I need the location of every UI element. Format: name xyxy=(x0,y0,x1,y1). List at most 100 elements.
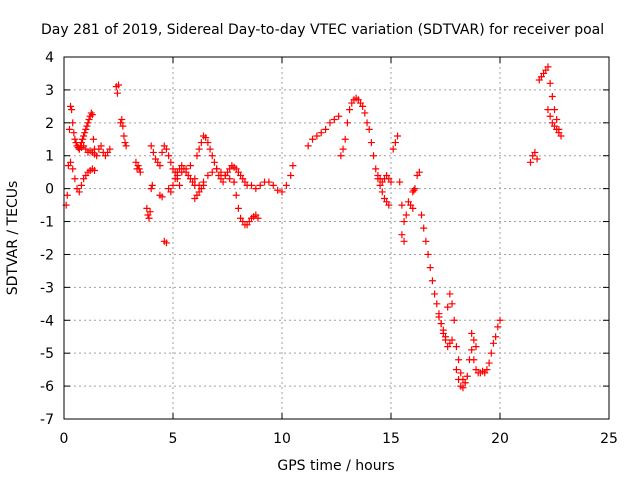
data-point xyxy=(274,186,282,194)
data-point xyxy=(420,224,428,232)
data-point xyxy=(452,366,460,374)
data-point xyxy=(483,366,491,374)
data-point xyxy=(120,132,128,140)
data-point xyxy=(424,250,432,258)
data-point xyxy=(391,139,399,147)
y-tick-label: 4 xyxy=(45,50,54,66)
data-point xyxy=(398,231,406,239)
data-point xyxy=(167,158,175,166)
data-point xyxy=(219,178,227,186)
data-point xyxy=(70,129,78,137)
axis-ticks xyxy=(63,56,610,420)
data-point xyxy=(496,316,504,324)
data-point xyxy=(372,165,380,173)
data-point xyxy=(468,329,476,337)
data-point xyxy=(88,111,96,119)
data-point xyxy=(256,181,264,189)
data-point xyxy=(409,188,417,196)
data-point xyxy=(148,181,156,189)
data-point xyxy=(326,119,334,127)
data-point xyxy=(489,339,497,347)
data-point xyxy=(546,112,554,120)
data-point xyxy=(409,204,417,212)
data-point xyxy=(67,158,75,166)
data-point xyxy=(551,106,558,114)
plot-frame xyxy=(63,56,610,420)
data-point xyxy=(232,191,240,199)
data-point xyxy=(533,155,541,163)
data-point xyxy=(487,349,495,357)
data-point xyxy=(84,119,92,127)
y-tick-label: 3 xyxy=(45,83,54,99)
y-tick-label: -6 xyxy=(40,379,54,395)
data-point xyxy=(418,211,426,219)
data-point xyxy=(136,168,144,176)
data-point xyxy=(93,152,101,160)
data-point xyxy=(230,178,238,186)
data-point xyxy=(309,135,317,143)
data-point xyxy=(206,145,214,153)
data-point xyxy=(167,188,175,196)
data-point xyxy=(122,142,130,150)
y-tick-label: 2 xyxy=(45,116,54,132)
data-point xyxy=(208,168,216,176)
data-point xyxy=(400,237,408,245)
data-point xyxy=(363,119,371,127)
data-point xyxy=(149,148,157,156)
data-point xyxy=(317,129,325,137)
chart-title: Day 281 of 2019, Sidereal Day-to-day VTE… xyxy=(41,22,604,38)
x-tick-label: 0 xyxy=(60,431,69,447)
data-point xyxy=(470,356,478,364)
data-point xyxy=(200,181,208,189)
data-point xyxy=(455,356,463,364)
data-point xyxy=(450,316,458,324)
y-tick-label: 1 xyxy=(45,149,54,165)
data-point xyxy=(527,158,535,166)
data-point xyxy=(370,152,378,160)
tick-labels: 0 5 10 15 20 25 -7 -6 -5 -4 -3 -2 -1 0 1 2 3 4 xyxy=(40,50,618,447)
data-point xyxy=(553,116,561,124)
data-point xyxy=(555,129,563,137)
data-point xyxy=(415,168,423,176)
data-point xyxy=(287,171,295,179)
data-point xyxy=(195,145,203,153)
data-point xyxy=(197,139,205,147)
y-tick-label: -2 xyxy=(40,247,54,263)
data-point xyxy=(341,135,349,143)
data-point xyxy=(269,181,277,189)
y-tick-label: -5 xyxy=(40,346,54,362)
data-point xyxy=(254,214,262,222)
data-point xyxy=(69,165,77,173)
data-point xyxy=(178,168,186,176)
data-point xyxy=(182,165,190,173)
y-axis-title: SDTVAR / TECUs xyxy=(5,181,21,296)
data-point xyxy=(81,129,89,137)
data-point xyxy=(106,145,114,153)
data-point xyxy=(202,134,210,142)
data-point xyxy=(359,102,367,110)
x-tick-label: 5 xyxy=(169,431,178,447)
data-point xyxy=(337,152,345,160)
data-point xyxy=(71,135,79,143)
data-point xyxy=(83,122,91,130)
data-point xyxy=(71,175,79,183)
data-point xyxy=(402,211,410,219)
y-tick-label: -4 xyxy=(40,313,54,329)
data-point xyxy=(208,152,216,160)
data-point xyxy=(156,162,164,170)
data-point xyxy=(119,122,127,130)
data-point xyxy=(463,372,471,380)
data-point xyxy=(398,201,406,209)
data-point xyxy=(442,333,449,341)
data-point xyxy=(79,135,87,143)
x-tick-label: 15 xyxy=(382,431,400,447)
data-point xyxy=(252,185,260,193)
data-point xyxy=(85,116,93,124)
data-point xyxy=(387,178,395,186)
data-point xyxy=(282,181,290,189)
data-point xyxy=(435,313,443,321)
data-point xyxy=(204,171,212,179)
data-point xyxy=(162,145,170,153)
data-point xyxy=(346,106,354,114)
x-tick-label: 10 xyxy=(273,431,291,447)
